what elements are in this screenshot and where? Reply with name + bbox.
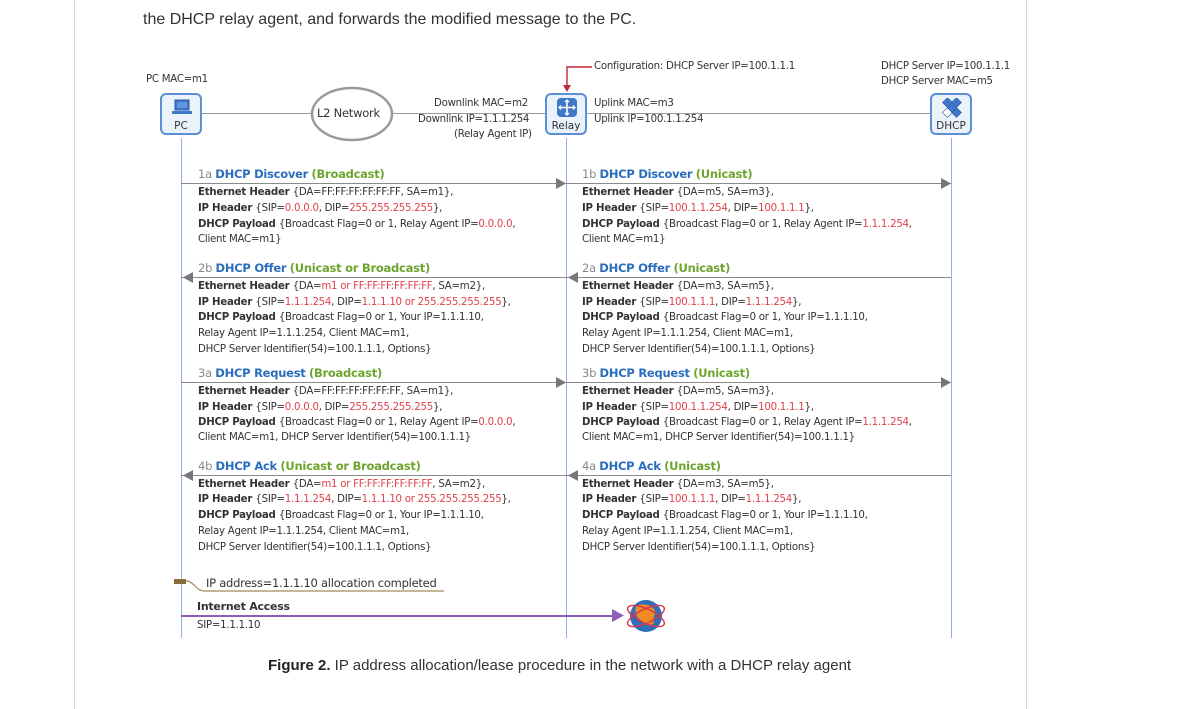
message-3a-payload: DHCP Payload {Broadcast Flag=0 or 1, Rel…	[198, 417, 516, 428]
message-2a-extra-1: Relay Agent IP=1.1.1.254, Client MAC=m1,	[582, 328, 793, 339]
message-1a-extra: Client MAC=m1}	[198, 234, 282, 245]
dhcp-lifeline	[951, 138, 952, 638]
message-title-1a: 1a DHCP Discover (Broadcast)	[198, 167, 385, 181]
message-2a-payload: DHCP Payload {Broadcast Flag=0 or 1, You…	[582, 312, 868, 323]
message-4b-payload: DHCP Payload {Broadcast Flag=0 or 1, You…	[198, 510, 484, 521]
arrow-3a	[181, 382, 566, 383]
message-2b-ip: IP Header {SIP=1.1.1.254, DIP=1.1.1.10 o…	[198, 297, 511, 308]
pc-node-label: PC	[174, 120, 188, 132]
message-2b-payload: DHCP Payload {Broadcast Flag=0 or 1, You…	[198, 312, 484, 323]
downlink-ip-label: Downlink IP=1.1.1.254	[418, 114, 530, 125]
message-4a-payload: DHCP Payload {Broadcast Flag=0 or 1, You…	[582, 510, 868, 521]
message-4b-eth: Ethernet Header {DA=m1 or FF:FF:FF:FF:FF…	[198, 479, 485, 490]
paragraph-line: the DHCP relay agent, and forwards the m…	[143, 11, 637, 28]
message-3a-extra: Client MAC=m1, DHCP Server Identifier(54…	[198, 432, 471, 443]
l2-network-ellipse	[310, 86, 394, 142]
message-title-4a: 4a DHCP Ack (Unicast)	[582, 459, 721, 473]
message-2a-eth: Ethernet Header {DA=m3, SA=m5},	[582, 281, 774, 292]
dhcp-server-mac-label: DHCP Server MAC=m5	[881, 76, 993, 87]
relay-lifeline	[566, 138, 567, 638]
topology-link-pc-l2	[202, 113, 312, 114]
arrow-1b	[566, 183, 951, 184]
uplink-ip-label: Uplink IP=100.1.1.254	[594, 114, 704, 125]
message-1b-extra: Client MAC=m1}	[582, 234, 666, 245]
message-title-1b: 1b DHCP Discover (Unicast)	[582, 167, 753, 181]
message-3b-extra: Client MAC=m1, DHCP Server Identifier(54…	[582, 432, 855, 443]
message-4b-extra-1: Relay Agent IP=1.1.1.254, Client MAC=m1,	[198, 526, 409, 537]
dhcp-node-label: DHCP	[936, 120, 966, 132]
message-title-2b: 2b DHCP Offer (Unicast or Broadcast)	[198, 261, 430, 275]
figure-label: Figure 2.	[268, 657, 331, 674]
pc-node: PC	[160, 93, 202, 135]
relay-configuration-label: Configuration: DHCP Server IP=100.1.1.1	[594, 61, 795, 72]
arrowhead-left	[568, 470, 578, 481]
message-1b-eth: Ethernet Header {DA=m5, SA=m3},	[582, 187, 774, 198]
arrowhead-right	[556, 377, 566, 388]
arrowhead-left	[183, 272, 193, 283]
message-3a-eth: Ethernet Header {DA=FF:FF:FF:FF:FF:FF, S…	[198, 386, 454, 397]
message-1a-eth: Ethernet Header {DA=FF:FF:FF:FF:FF:FF, S…	[198, 187, 454, 198]
arrowhead-left	[183, 470, 193, 481]
topology-link-l2-relay	[392, 113, 546, 114]
message-4a-ip: IP Header {SIP=100.1.1.1, DIP=1.1.1.254}…	[582, 494, 802, 505]
arrowhead-right	[941, 178, 951, 189]
message-3b-ip: IP Header {SIP=100.1.1.254, DIP=100.1.1.…	[582, 402, 814, 413]
dhcp-server-node: DHCP	[930, 93, 972, 135]
arrow-2b	[181, 277, 566, 278]
uplink-mac-label: Uplink MAC=m3	[594, 98, 674, 109]
laptop-icon	[172, 99, 192, 114]
message-title-3a: 3a DHCP Request (Broadcast)	[198, 366, 382, 380]
downlink-mac-label: Downlink MAC=m2	[434, 98, 529, 109]
message-2b-eth: Ethernet Header {DA=m1 or FF:FF:FF:FF:FF…	[198, 281, 485, 292]
internet-access-arrow	[181, 615, 621, 617]
message-1b-ip: IP Header {SIP=100.1.1.254, DIP=100.1.1.…	[582, 203, 814, 214]
message-4b-ip: IP Header {SIP=1.1.1.254, DIP=1.1.1.10 o…	[198, 494, 511, 505]
arrow-4b	[181, 475, 566, 476]
message-title-4b: 4b DHCP Ack (Unicast or Broadcast)	[198, 459, 421, 473]
figure-caption-text: IP address allocation/lease procedure in…	[330, 657, 852, 674]
message-2a-extra-2: DHCP Server Identifier(54)=100.1.1.1, Op…	[582, 344, 816, 355]
pc-mac-label: PC MAC=m1	[146, 74, 208, 85]
relay-node-label: Relay	[551, 120, 581, 132]
relay-agent-ip-label: (Relay Agent IP)	[454, 129, 532, 140]
message-3a-ip: IP Header {SIP=0.0.0.0, DIP=255.255.255.…	[198, 402, 443, 413]
note-connector	[174, 579, 444, 592]
arrowhead-right	[612, 609, 624, 622]
message-2b-extra-1: Relay Agent IP=1.1.1.254, Client MAC=m1,	[198, 328, 409, 339]
message-title-3b: 3b DHCP Request (Unicast)	[582, 366, 750, 380]
message-title-2a: 2a DHCP Offer (Unicast)	[582, 261, 731, 275]
dhcp-server-icon	[942, 98, 962, 118]
arrowhead-right	[556, 178, 566, 189]
arrow-4a	[566, 475, 951, 476]
arrow-2a	[566, 277, 951, 278]
message-4a-extra-2: DHCP Server Identifier(54)=100.1.1.1, Op…	[582, 542, 816, 553]
arrowhead-right	[941, 377, 951, 388]
pc-lifeline	[181, 138, 182, 638]
message-2b-extra-2: DHCP Server Identifier(54)=100.1.1.1, Op…	[198, 344, 432, 355]
topology-link-relay-dhcp	[587, 113, 931, 114]
l2-network-label: L2 Network	[317, 106, 380, 120]
internet-access-sip: SIP=1.1.1.10	[197, 620, 261, 631]
message-3b-payload: DHCP Payload {Broadcast Flag=0 or 1, Rel…	[582, 417, 912, 428]
message-4b-extra-2: DHCP Server Identifier(54)=100.1.1.1, Op…	[198, 542, 432, 553]
message-2a-ip: IP Header {SIP=100.1.1.1, DIP=1.1.1.254}…	[582, 297, 802, 308]
allocation-note: IP address=1.1.1.10 allocation completed	[206, 576, 437, 590]
message-1b-payload: DHCP Payload {Broadcast Flag=0 or 1, Rel…	[582, 219, 912, 230]
config-arrow	[563, 66, 592, 92]
internet-globe-icon	[626, 600, 666, 632]
message-1a-payload: DHCP Payload {Broadcast Flag=0 or 1, Rel…	[198, 219, 516, 230]
message-4a-eth: Ethernet Header {DA=m3, SA=m5},	[582, 479, 774, 490]
dhcp-server-ip-label: DHCP Server IP=100.1.1.1	[881, 61, 1010, 72]
relay-node: Relay	[545, 93, 587, 135]
arrow-3b	[566, 382, 951, 383]
figure-caption: Figure 2. IP address allocation/lease pr…	[268, 657, 851, 674]
router-icon	[557, 98, 577, 117]
arrowhead-left	[568, 272, 578, 283]
arrow-1a	[181, 183, 566, 184]
message-4a-extra-1: Relay Agent IP=1.1.1.254, Client MAC=m1,	[582, 526, 793, 537]
internet-access-title: Internet Access	[197, 600, 290, 613]
message-3b-eth: Ethernet Header {DA=m5, SA=m3},	[582, 386, 774, 397]
message-1a-ip: IP Header {SIP=0.0.0.0, DIP=255.255.255.…	[198, 203, 443, 214]
